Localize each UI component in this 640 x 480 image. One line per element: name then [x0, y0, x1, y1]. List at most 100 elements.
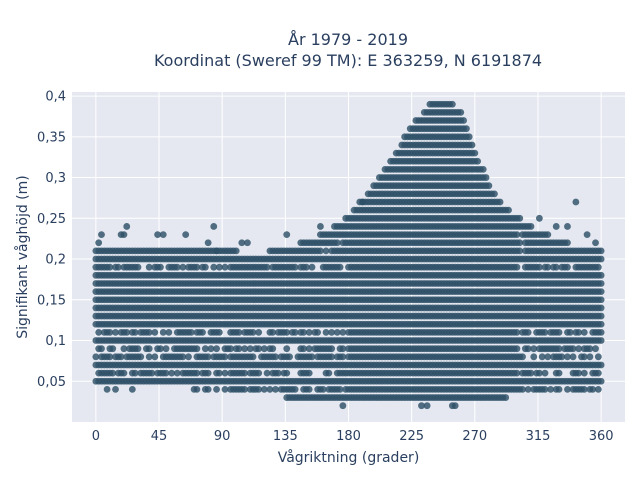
data-point — [173, 369, 181, 377]
data-point — [269, 328, 277, 336]
data-point — [460, 117, 467, 124]
data-point — [120, 369, 128, 377]
data-point — [535, 369, 543, 377]
data-point — [272, 386, 279, 393]
data-point — [552, 223, 560, 230]
x-axis-ticks: 0 45 90 135 180 225 270 315 360 — [92, 429, 614, 444]
data-point — [597, 288, 605, 296]
data-point — [221, 369, 229, 377]
data-point — [272, 353, 279, 361]
scatter-points — [92, 100, 605, 410]
data-point — [471, 149, 479, 157]
chart-title-line: År 1979 - 2019 — [288, 30, 408, 49]
data-point — [479, 166, 487, 173]
data-point — [134, 345, 142, 353]
data-point — [123, 328, 131, 336]
data-point — [274, 369, 282, 377]
data-point — [541, 328, 549, 336]
data-point — [541, 369, 549, 377]
data-point — [185, 353, 192, 361]
data-point — [179, 353, 187, 361]
y-tick-label: 0,3 — [45, 171, 66, 186]
data-point — [535, 263, 543, 271]
data-point — [597, 280, 605, 287]
data-point — [513, 369, 521, 377]
data-point — [283, 345, 291, 353]
data-point — [564, 263, 571, 271]
data-point — [103, 386, 111, 393]
x-tick-label: 90 — [214, 429, 231, 444]
data-point — [106, 328, 114, 336]
data-point — [505, 206, 512, 214]
data-point — [92, 353, 100, 361]
data-point — [123, 223, 131, 230]
data-point — [339, 353, 347, 361]
data-point — [516, 214, 524, 222]
data-point — [544, 353, 552, 361]
data-point — [322, 328, 330, 336]
data-point — [235, 328, 243, 336]
data-point — [555, 328, 563, 336]
data-point — [572, 198, 580, 206]
data-point — [519, 353, 526, 361]
data-point — [308, 353, 316, 361]
data-point — [305, 345, 313, 353]
data-point — [575, 345, 583, 353]
x-axis-title: Vågriktning (grader) — [278, 449, 420, 466]
data-point — [555, 369, 563, 377]
data-point — [131, 328, 139, 336]
data-point — [586, 345, 594, 353]
data-point — [597, 312, 605, 320]
data-point — [106, 263, 114, 271]
data-point — [117, 353, 125, 361]
data-point — [314, 328, 322, 336]
data-point — [530, 353, 538, 361]
data-point — [597, 328, 605, 336]
data-point — [317, 223, 324, 230]
data-point — [482, 174, 490, 181]
data-point — [283, 231, 291, 238]
data-point — [530, 345, 538, 353]
data-point — [580, 353, 588, 361]
data-point — [597, 337, 605, 344]
y-tick-label: 0,25 — [37, 212, 66, 227]
data-point — [112, 328, 119, 336]
data-point — [159, 328, 167, 336]
data-point — [283, 328, 291, 336]
data-point — [592, 345, 599, 353]
data-point — [120, 345, 128, 353]
data-point — [564, 386, 571, 393]
y-axis-ticks: 0,05 0,1 0,15 0,2 0,25 0,3 0,35 0,4 — [37, 90, 66, 390]
data-point — [215, 328, 223, 336]
data-point — [302, 263, 310, 271]
data-point — [235, 345, 243, 353]
data-point — [592, 239, 599, 247]
data-point — [527, 369, 535, 377]
x-tick-label: 45 — [151, 429, 168, 444]
data-point — [319, 386, 327, 393]
data-point — [98, 345, 105, 353]
data-point — [300, 345, 307, 353]
data-point — [339, 402, 347, 410]
data-point — [457, 108, 465, 116]
data-point — [527, 223, 535, 230]
data-point — [204, 386, 212, 393]
data-point — [204, 353, 212, 361]
data-point — [215, 369, 223, 377]
data-point — [594, 263, 602, 271]
data-point — [583, 231, 591, 238]
data-point — [597, 255, 605, 263]
data-point — [238, 239, 246, 247]
data-point — [558, 353, 566, 361]
data-point — [249, 328, 257, 336]
data-point — [594, 386, 602, 393]
data-point — [552, 263, 560, 271]
data-point — [513, 345, 521, 353]
data-point — [249, 353, 257, 361]
data-point — [269, 345, 277, 353]
x-tick-label: 315 — [526, 429, 551, 444]
data-point — [333, 239, 341, 247]
data-point — [95, 328, 103, 336]
data-point — [182, 231, 190, 238]
